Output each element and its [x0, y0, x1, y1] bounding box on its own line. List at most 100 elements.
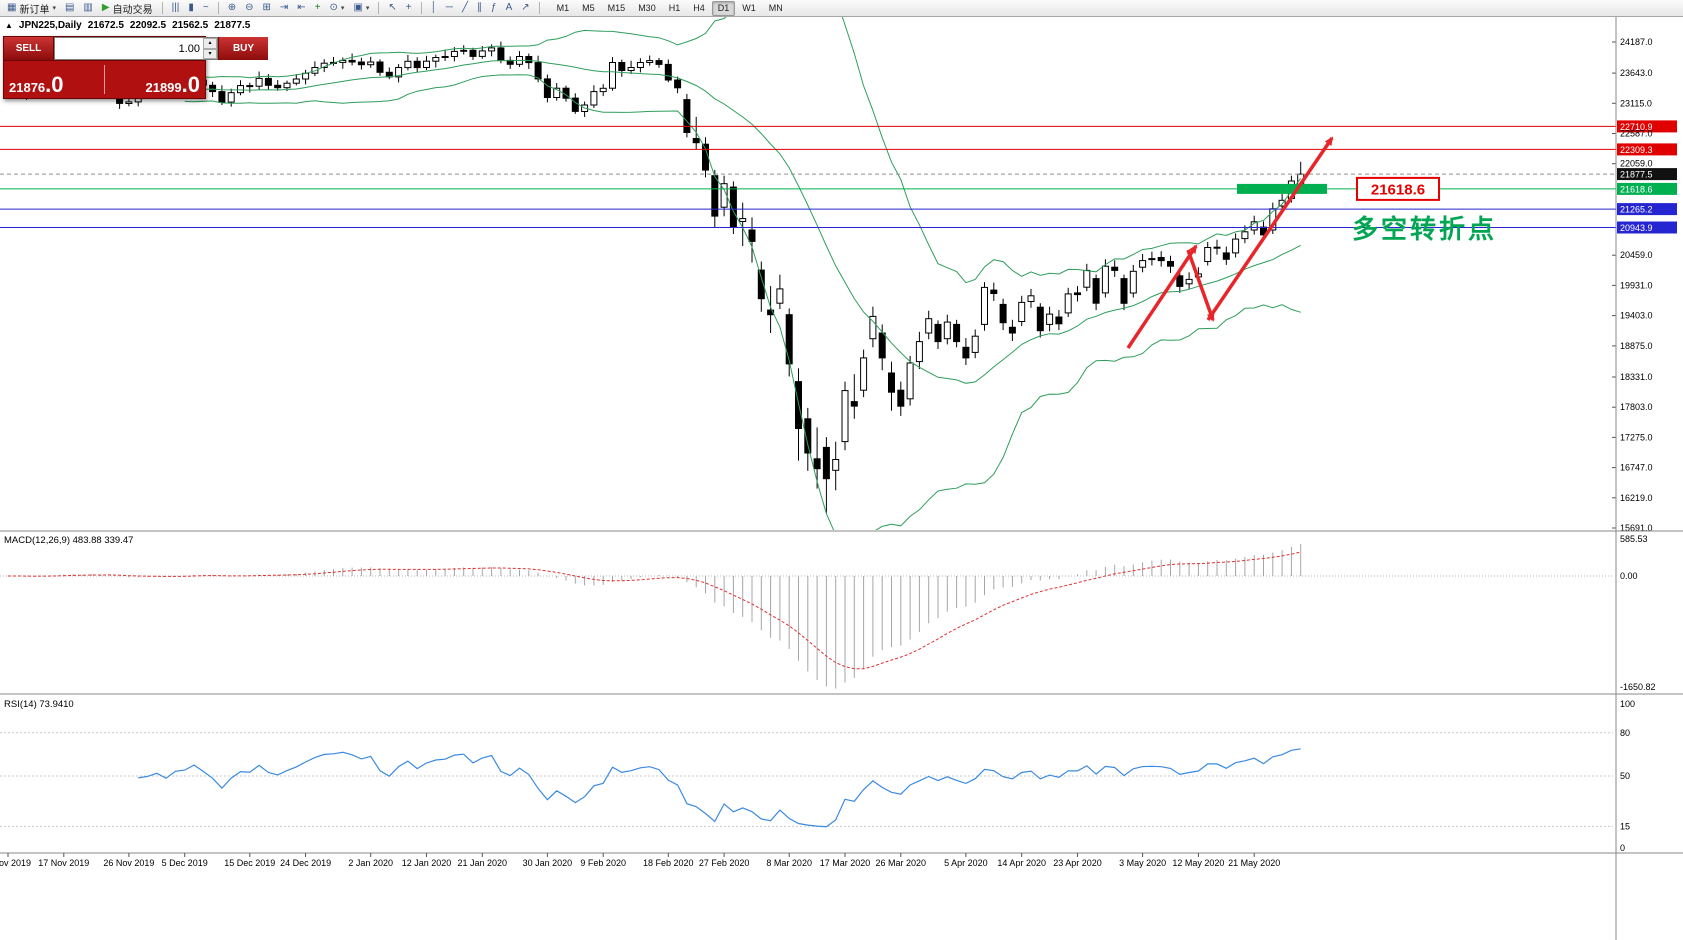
horizontal-line-tool-icon: ─: [445, 2, 453, 13]
zoom-out-button[interactable]: ⊖: [241, 1, 257, 16]
zoom-in-button[interactable]: ⊕: [224, 1, 240, 16]
toolbar-items: ▦ 新订单 ▾ ▤ ▥ ▶ 自动交易 ||| ▮ ~ ⊕ ⊖ ⊞ ⇥ ⇤ + ⊙ ▾ ▣ ▾ ↖ + │ ─ ╱ ∥ ƒ A ↗: [3, 1, 544, 16]
add-indicator-icon: +: [314, 2, 321, 13]
timeframe-mn[interactable]: MN: [763, 1, 789, 16]
candlestick-mode-button[interactable]: ▮: [184, 1, 198, 16]
buy-price-main: 21899: [145, 79, 182, 95]
price-axis-badge: [1617, 120, 1677, 133]
tile-windows-button[interactable]: ⊞: [259, 1, 275, 16]
timeframe-m30[interactable]: M30: [632, 1, 662, 16]
auto-scroll-button[interactable]: ⇥: [276, 1, 292, 16]
sell-button[interactable]: SELL: [4, 37, 54, 60]
new-order-button-caret[interactable]: ▾: [52, 5, 56, 12]
trend-arrow-2[interactable]: [1186, 249, 1215, 322]
templates-button[interactable]: ▣ ▾: [349, 1, 373, 16]
market-watch-button[interactable]: ▤: [61, 1, 78, 16]
price-axis-label: 22059.0: [1620, 159, 1653, 169]
price-axis-label: 16219.0: [1620, 493, 1653, 503]
trend-arrow-1[interactable]: [1126, 244, 1198, 349]
timeframe-toolbar: M1 M5 M15 M30 H1 H4 D1 W1 MN: [551, 0, 789, 16]
price-axis-label: 20459.0: [1620, 250, 1653, 260]
sell-price-display[interactable]: 21876.0: [4, 61, 104, 98]
cursor-tool-button[interactable]: ↖: [384, 1, 400, 16]
volume-input[interactable]: [55, 38, 203, 59]
timeframe-m1[interactable]: M1: [551, 1, 576, 16]
svg-text:0: 0: [1620, 843, 1625, 853]
zoom-out-icon: ⊖: [245, 2, 254, 13]
periods-button-caret[interactable]: ▾: [340, 5, 345, 12]
timeframe-m15[interactable]: M15: [602, 1, 632, 16]
timeframe-h1[interactable]: H1: [663, 1, 687, 16]
time-axis-label: 30 Jan 2020: [523, 858, 573, 868]
timeframe-h4[interactable]: H4: [687, 1, 711, 16]
price-axis-badge: [1617, 203, 1677, 216]
trend-arrow-3[interactable]: [1206, 136, 1334, 321]
autotrading-button[interactable]: ▶ 自动交易: [98, 1, 157, 16]
horizontal-line-tool-button[interactable]: ─: [442, 1, 457, 16]
svg-text:585.53: 585.53: [1620, 534, 1648, 544]
add-indicator-button[interactable]: +: [311, 1, 325, 16]
arrows-tool-icon: ↗: [521, 2, 530, 13]
candlestick-mode-icon: ▮: [188, 2, 194, 13]
navigator-icon: ▥: [83, 2, 93, 13]
crosshair-tool-button[interactable]: +: [402, 1, 416, 16]
analysis-note-text[interactable]: 多空转折点: [1352, 214, 1497, 244]
toolbar-separator: [217, 2, 219, 14]
volume-down-button[interactable]: ▾: [203, 48, 217, 59]
templates-button-caret[interactable]: ▾: [365, 5, 370, 12]
macd-signal-line: [8, 551, 1301, 670]
timeframe-m5[interactable]: M5: [576, 1, 601, 16]
time-axis-label: 17 Mar 2020: [820, 858, 871, 868]
chart-header: ▲ JPN225,Daily 21672.5 22092.5 21562.5 2…: [5, 20, 250, 31]
ohlc-close: 21877.5: [214, 20, 251, 31]
toolbar-separator: [538, 2, 540, 14]
trendline-tool-icon: ╱: [461, 2, 469, 13]
bar-chart-mode-button[interactable]: |||: [168, 1, 184, 16]
svg-text:21618.6: 21618.6: [1620, 184, 1653, 194]
line-chart-mode-icon: ~: [202, 2, 209, 13]
text-tool-button[interactable]: A: [502, 1, 517, 16]
panel-collapse-toggle[interactable]: ▲: [5, 20, 13, 30]
price-axis-label: 16747.0: [1620, 463, 1653, 473]
bar-chart-mode-icon: |||: [171, 2, 180, 13]
channel-tool-button[interactable]: ∥: [473, 1, 486, 16]
price-axis-badge: [1617, 221, 1677, 234]
chart-shift-button[interactable]: ⇤: [293, 1, 309, 16]
autotrading-button-label: 自动交易: [112, 4, 153, 16]
trendline-tool-button[interactable]: ╱: [458, 1, 472, 16]
time-axis-label: 27 Feb 2020: [699, 858, 750, 868]
buy-price-fraction: .0: [181, 72, 200, 98]
navigator-button[interactable]: ▥: [79, 1, 96, 16]
line-chart-mode-button[interactable]: ~: [199, 1, 213, 16]
periods-button[interactable]: ⊙ ▾: [326, 1, 349, 16]
fibonacci-tool-button[interactable]: ƒ: [487, 1, 501, 16]
price-axis-label: 17275.0: [1620, 432, 1653, 442]
macd-label: MACD(12,26,9) 483.88 339.47: [4, 535, 133, 546]
time-axis-label: 12 Jan 2020: [402, 858, 452, 868]
svg-text:-1650.82: -1650.82: [1620, 682, 1656, 692]
buy-price-display[interactable]: 21899.0: [105, 61, 205, 98]
price-divider: [104, 65, 105, 94]
buy-button[interactable]: BUY: [218, 37, 268, 60]
text-tool-icon: A: [505, 2, 513, 13]
time-axis-label: 8 Mar 2020: [766, 858, 812, 868]
time-axis-label: 23 Apr 2020: [1053, 858, 1102, 868]
price-axis-label: 17803.0: [1620, 402, 1653, 412]
time-axis-label: 3 May 2020: [1119, 858, 1166, 868]
timeframe-d1[interactable]: D1: [711, 0, 736, 16]
bb-lower: [184, 74, 1301, 530]
support-zone-rect[interactable]: [1237, 183, 1327, 194]
timeframe-w1[interactable]: W1: [736, 1, 762, 16]
time-axis-label: 9 Feb 2020: [580, 858, 626, 868]
vertical-line-tool-button[interactable]: │: [427, 1, 441, 16]
cursor-tool-icon: ↖: [388, 2, 397, 13]
price-callout-box[interactable]: [1356, 176, 1440, 201]
sell-price-main: 21876: [9, 79, 46, 95]
volume-up-button[interactable]: ▴: [203, 38, 217, 49]
svg-text:21877.5: 21877.5: [1620, 170, 1653, 180]
new-order-button[interactable]: ▦ 新订单 ▾: [3, 1, 60, 16]
candlestick-series: [4, 41, 1305, 514]
arrows-tool-button[interactable]: ↗: [517, 1, 533, 16]
time-axis-label: 18 Feb 2020: [643, 858, 694, 868]
